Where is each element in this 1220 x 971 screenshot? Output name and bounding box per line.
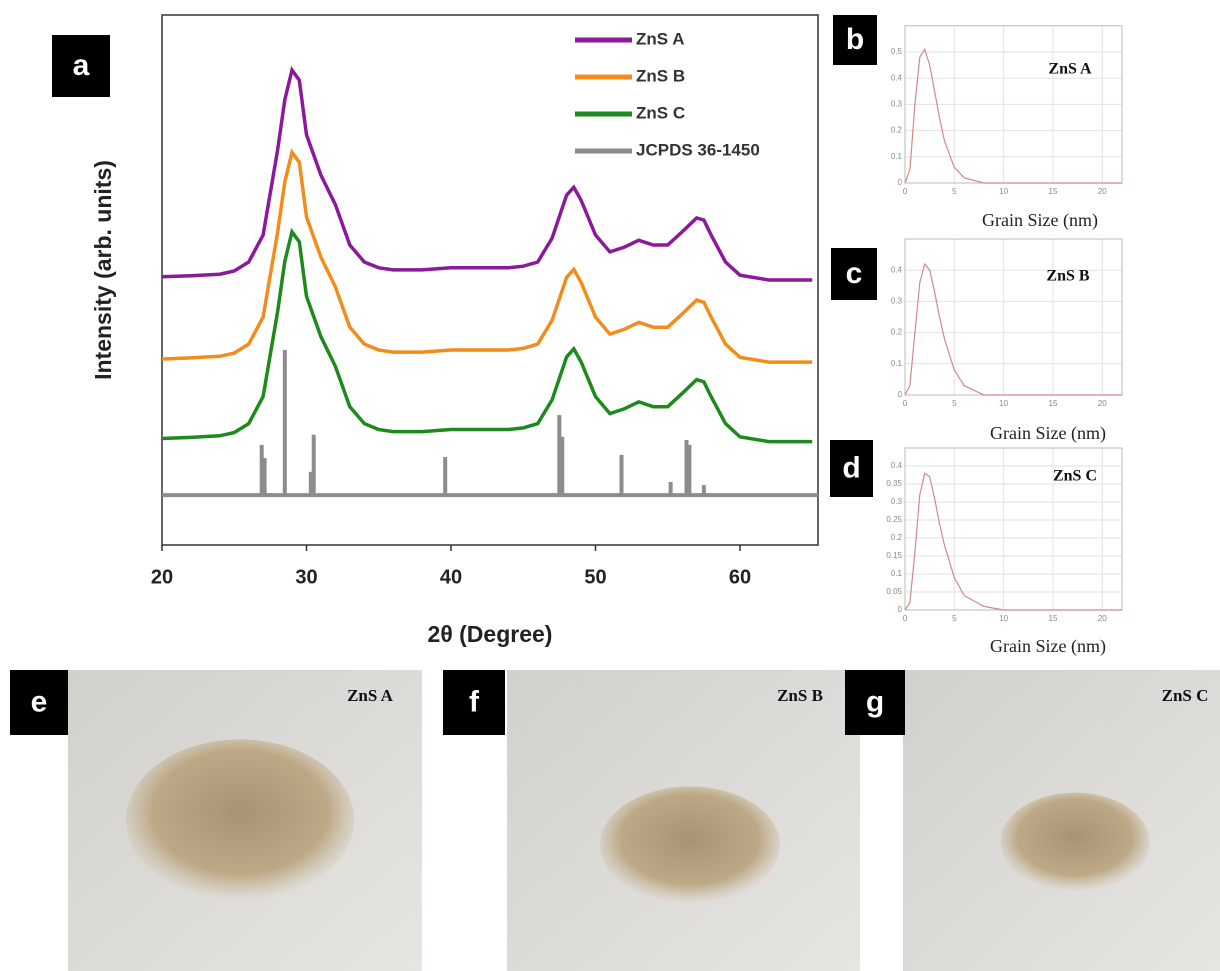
legend-label: ZnS A — [636, 29, 684, 48]
data-line — [162, 152, 812, 362]
y-tick-label: 0.4 — [891, 265, 903, 274]
photo-label: ZnS C — [1162, 686, 1209, 705]
y-tick-label: 0.3 — [891, 497, 903, 506]
photo-label: ZnS A — [347, 686, 394, 705]
x-tick-label: 10 — [999, 187, 1008, 196]
x-tick-label: 0 — [903, 614, 908, 623]
y-tick-label: 0.4 — [891, 73, 903, 82]
y-tick-label: 0.05 — [886, 587, 902, 596]
x-axis-label: Grain Size (nm) — [990, 636, 1106, 657]
x-axis-label: Grain Size (nm) — [990, 423, 1106, 444]
y-tick-label: 0.1 — [891, 152, 903, 161]
powder-pile — [600, 787, 780, 904]
y-tick-label: 0.2 — [891, 328, 903, 337]
x-tick-label: 0 — [903, 399, 908, 408]
x-tick-label: 50 — [584, 566, 606, 588]
x-tick-label: 10 — [999, 614, 1008, 623]
powder-pile — [1001, 793, 1150, 892]
figure: a2030405060ZnS AZnS BZnS CJCPDS 36-14502… — [0, 0, 1220, 971]
panel-label: g — [866, 685, 884, 718]
panel-label: f — [469, 685, 480, 718]
y-tick-label: 0.3 — [891, 100, 903, 109]
x-tick-label: 20 — [1098, 187, 1107, 196]
y-tick-label: 0 — [898, 390, 903, 399]
x-axis-label: 2θ (Degree) — [428, 621, 553, 647]
panel-label: c — [846, 257, 863, 290]
panel-label: b — [846, 23, 864, 56]
powder-pile — [126, 739, 354, 900]
data-line — [162, 70, 812, 280]
x-axis-label: Grain Size (nm) — [982, 210, 1098, 231]
legend-label: JCPDS 36-1450 — [636, 140, 760, 159]
data-line — [905, 473, 1122, 610]
panel-label: d — [842, 451, 860, 484]
chart-title: ZnS B — [1046, 268, 1089, 285]
y-tick-label: 0 — [898, 178, 903, 187]
data-line — [162, 232, 812, 442]
y-tick-label: 0.2 — [891, 126, 903, 135]
x-tick-label: 20 — [1098, 399, 1107, 408]
x-tick-label: 40 — [440, 566, 462, 588]
x-tick-label: 15 — [1049, 187, 1058, 196]
x-tick-label: 10 — [999, 399, 1008, 408]
x-tick-label: 5 — [952, 187, 957, 196]
legend-label: ZnS C — [636, 103, 685, 122]
panel-label: e — [31, 685, 48, 718]
y-tick-label: 0.4 — [891, 461, 903, 470]
y-tick-label: 0.1 — [891, 359, 903, 368]
x-tick-label: 5 — [952, 399, 957, 408]
y-tick-label: 0.35 — [886, 479, 902, 488]
y-tick-label: 0.5 — [891, 47, 903, 56]
y-tick-label: 0.25 — [886, 515, 902, 524]
x-tick-label: 0 — [903, 187, 908, 196]
x-tick-label: 5 — [952, 614, 957, 623]
y-tick-label: 0 — [898, 605, 903, 614]
x-tick-label: 20 — [1098, 614, 1107, 623]
photo-label: ZnS B — [777, 686, 823, 705]
y-axis-label: Intensity (arb. units) — [90, 160, 116, 380]
chart-title: ZnS C — [1053, 468, 1097, 485]
x-tick-label: 15 — [1049, 614, 1058, 623]
y-tick-label: 0.15 — [886, 551, 902, 560]
x-tick-label: 60 — [729, 566, 751, 588]
y-tick-label: 0.1 — [891, 569, 903, 578]
y-tick-label: 0.2 — [891, 533, 903, 542]
plot-frame — [905, 239, 1122, 395]
panel-label: a — [73, 49, 90, 82]
x-tick-label: 30 — [295, 566, 317, 588]
x-tick-label: 20 — [151, 566, 173, 588]
x-tick-label: 15 — [1049, 399, 1058, 408]
y-tick-label: 0.3 — [891, 297, 903, 306]
chart-title: ZnS A — [1048, 61, 1092, 78]
page: {"chart_data": [ {"type": "line", "panel… — [0, 0, 1220, 971]
legend-label: ZnS B — [636, 66, 685, 85]
